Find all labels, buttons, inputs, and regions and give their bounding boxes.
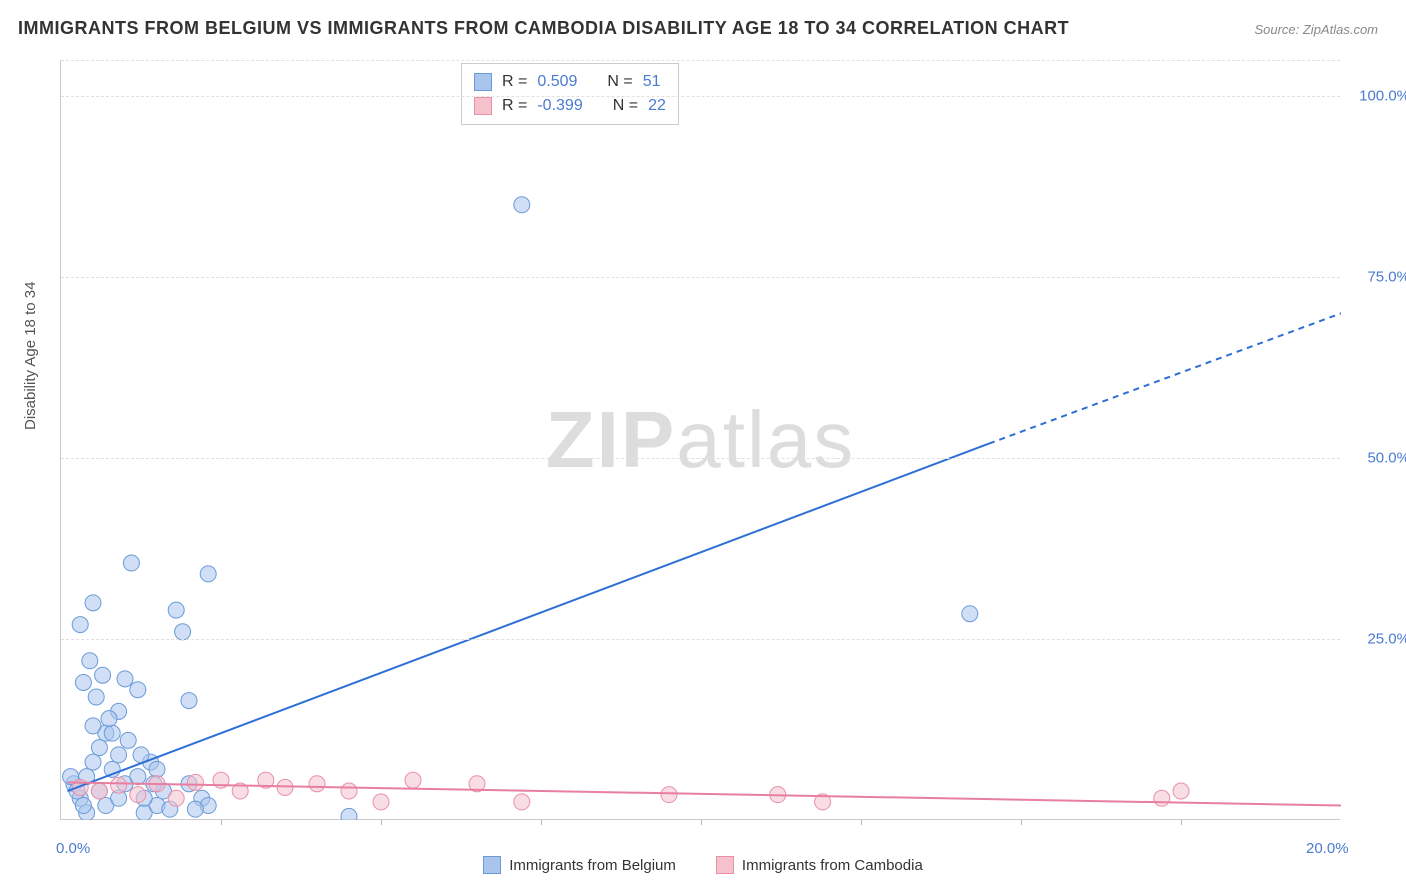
data-point	[405, 772, 421, 788]
legend-item-cambodia: Immigrants from Cambodia	[716, 856, 923, 874]
trend-line-extrapolated	[989, 313, 1341, 443]
gridline	[61, 458, 1340, 459]
x-tick	[861, 819, 862, 825]
data-point	[341, 808, 357, 820]
data-point	[117, 671, 133, 687]
data-point	[88, 689, 104, 705]
trend-line	[67, 782, 1341, 805]
x-tick-label: 20.0%	[1306, 840, 1349, 857]
data-point	[181, 693, 197, 709]
data-point	[95, 667, 111, 683]
data-point	[168, 602, 184, 618]
data-point	[72, 617, 88, 633]
data-point	[85, 718, 101, 734]
gridline	[61, 277, 1340, 278]
legend-item-belgium: Immigrants from Belgium	[483, 856, 676, 874]
data-point	[75, 798, 91, 814]
y-tick-label: 100.0%	[1359, 88, 1406, 105]
x-tick	[221, 819, 222, 825]
data-point	[149, 761, 165, 777]
x-tick	[701, 819, 702, 825]
y-tick-label: 75.0%	[1367, 269, 1406, 286]
gridline	[61, 60, 1340, 61]
chart-title: IMMIGRANTS FROM BELGIUM VS IMMIGRANTS FR…	[18, 18, 1069, 39]
data-point	[130, 769, 146, 785]
legend-label-cambodia: Immigrants from Cambodia	[742, 857, 923, 874]
swatch-cambodia-icon	[716, 856, 734, 874]
y-tick-label: 25.0%	[1367, 631, 1406, 648]
plot-area: ZIPatlas R = 0.509 N = 51 R = -0.399 N =…	[60, 60, 1340, 820]
y-axis-label: Disability Age 18 to 34	[22, 282, 39, 430]
data-point	[120, 732, 136, 748]
data-point	[123, 555, 139, 571]
series-legend: Immigrants from Belgium Immigrants from …	[0, 856, 1406, 874]
data-point	[661, 787, 677, 803]
data-point	[514, 794, 530, 810]
data-point	[82, 653, 98, 669]
data-point	[168, 790, 184, 806]
data-point	[130, 787, 146, 803]
data-point	[111, 777, 127, 793]
gridline	[61, 639, 1340, 640]
source-attribution: Source: ZipAtlas.com	[1254, 22, 1378, 37]
data-point	[130, 682, 146, 698]
data-point	[187, 774, 203, 790]
swatch-belgium-icon	[483, 856, 501, 874]
gridline	[61, 96, 1340, 97]
data-point	[277, 779, 293, 795]
data-point	[91, 740, 107, 756]
x-tick	[541, 819, 542, 825]
data-point	[104, 725, 120, 741]
data-point	[373, 794, 389, 810]
data-point	[187, 801, 203, 817]
data-point	[91, 783, 107, 799]
y-tick-label: 50.0%	[1367, 450, 1406, 467]
data-point	[85, 754, 101, 770]
data-point	[85, 595, 101, 611]
x-tick	[381, 819, 382, 825]
data-point	[175, 624, 191, 640]
trend-line	[67, 444, 989, 791]
data-point	[1154, 790, 1170, 806]
x-tick-label: 0.0%	[56, 840, 90, 857]
scatter-svg	[61, 60, 1341, 820]
x-tick	[1021, 819, 1022, 825]
data-point	[101, 711, 117, 727]
data-point	[962, 606, 978, 622]
data-point	[200, 566, 216, 582]
legend-label-belgium: Immigrants from Belgium	[509, 857, 676, 874]
x-tick	[1181, 819, 1182, 825]
data-point	[309, 776, 325, 792]
data-point	[1173, 783, 1189, 799]
data-point	[341, 783, 357, 799]
data-point	[111, 747, 127, 763]
data-point	[514, 197, 530, 213]
data-point	[75, 674, 91, 690]
